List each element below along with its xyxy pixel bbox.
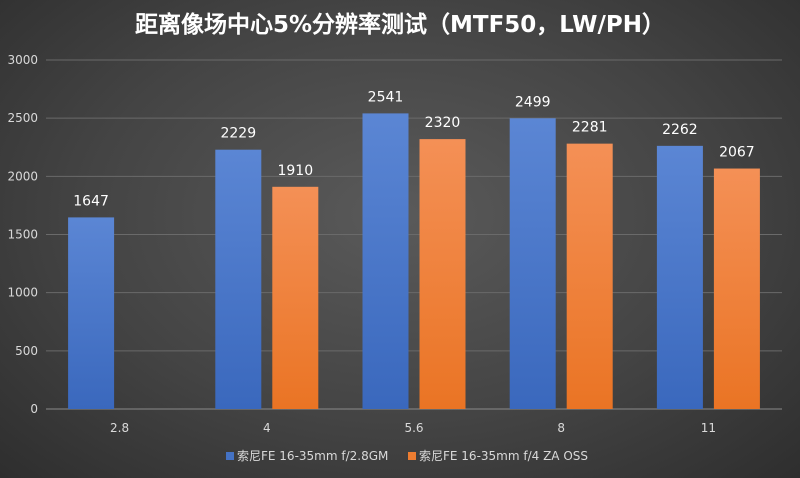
data-label: 1910 <box>277 163 313 179</box>
data-label: 2281 <box>572 120 608 136</box>
data-label: 2262 <box>662 122 698 138</box>
y-tick-label: 1500 <box>7 228 38 242</box>
data-label: 1647 <box>73 193 109 209</box>
x-tick-label: 8 <box>557 421 565 435</box>
x-tick-label: 11 <box>701 421 716 435</box>
data-label: 2229 <box>220 126 256 142</box>
bar <box>419 139 466 409</box>
y-tick-label: 0 <box>30 402 38 416</box>
y-tick-label: 1000 <box>7 286 38 300</box>
bar <box>566 143 613 409</box>
bar <box>656 145 703 409</box>
legend-swatch <box>226 452 234 460</box>
data-label: 2541 <box>368 89 404 105</box>
bar <box>713 168 760 409</box>
y-tick-label: 3000 <box>7 53 38 67</box>
y-tick-label: 2500 <box>7 111 38 125</box>
bar <box>272 186 319 409</box>
gridlines <box>46 59 782 410</box>
legend-label: 索尼FE 16-35mm f/2.8GM <box>237 449 388 463</box>
x-tick-label: 2.8 <box>110 421 129 435</box>
x-tick-label: 4 <box>263 421 271 435</box>
bars <box>68 113 760 410</box>
data-label: 2499 <box>515 94 551 110</box>
y-axis-ticks: 0 500 1000 1500 2000 2500 3000 <box>7 53 38 416</box>
data-label: 2067 <box>719 145 755 161</box>
bar <box>68 217 115 409</box>
legend-label: 索尼FE 16-35mm f/4 ZA OSS <box>419 449 588 463</box>
bar <box>509 118 556 410</box>
bar <box>215 149 262 409</box>
x-axis-ticks: 2.8 4 5.6 8 11 <box>110 421 716 435</box>
data-labels: 1647 2229 1910 2541 2320 2499 2281 2262 2067 <box>73 89 754 209</box>
chart-title: 距离像场中心5%分辨率测试（MTF50，LW/PH） <box>135 11 665 38</box>
x-tick-label: 5.6 <box>404 421 423 435</box>
y-tick-label: 500 <box>15 344 38 358</box>
data-label: 2320 <box>425 115 461 131</box>
legend: 索尼FE 16-35mm f/2.8GM 索尼FE 16-35mm f/4 ZA … <box>226 449 588 463</box>
bar <box>362 113 409 409</box>
y-tick-label: 2000 <box>7 169 38 183</box>
legend-swatch <box>408 452 416 460</box>
